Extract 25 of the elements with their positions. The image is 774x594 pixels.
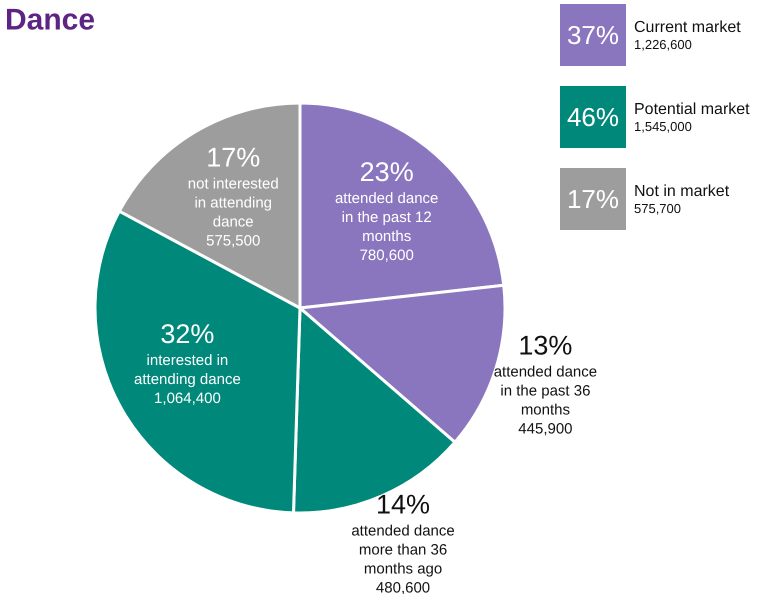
- slice-label: attended dance in the past 12 months: [334, 190, 438, 246]
- color-swatch: 46%: [560, 86, 626, 148]
- text: 575,700: [634, 200, 682, 216]
- text: 575,500: [206, 232, 260, 250]
- category-label: Current market: [634, 18, 741, 36]
- data-label: 23%: [360, 157, 414, 188]
- color-swatch: 37%: [560, 4, 626, 66]
- slice-label: attended dance more than 36 months ago: [351, 522, 455, 578]
- text: 1,226,600: [634, 36, 693, 52]
- data-label: 14%: [376, 489, 430, 520]
- slice-label: not interested in attending dance: [188, 175, 279, 230]
- text: 480,600: [376, 579, 430, 594]
- category-label: Potential market: [634, 100, 750, 118]
- category-label: Not in market: [634, 182, 730, 200]
- text: 1,545,000: [634, 118, 693, 134]
- slice-label: attended dance in the past 36 months: [494, 363, 598, 418]
- slice-label: interested in attending dance: [134, 352, 241, 388]
- data-label: 17%: [206, 142, 260, 172]
- data-label: 32%: [160, 319, 214, 349]
- data-label: 13%: [518, 330, 572, 360]
- text: 780,600: [360, 247, 414, 264]
- text: 445,900: [518, 420, 573, 438]
- chart-title: Dance: [5, 4, 96, 36]
- text: 1,064,400: [154, 390, 221, 407]
- color-swatch: 17%: [560, 168, 626, 230]
